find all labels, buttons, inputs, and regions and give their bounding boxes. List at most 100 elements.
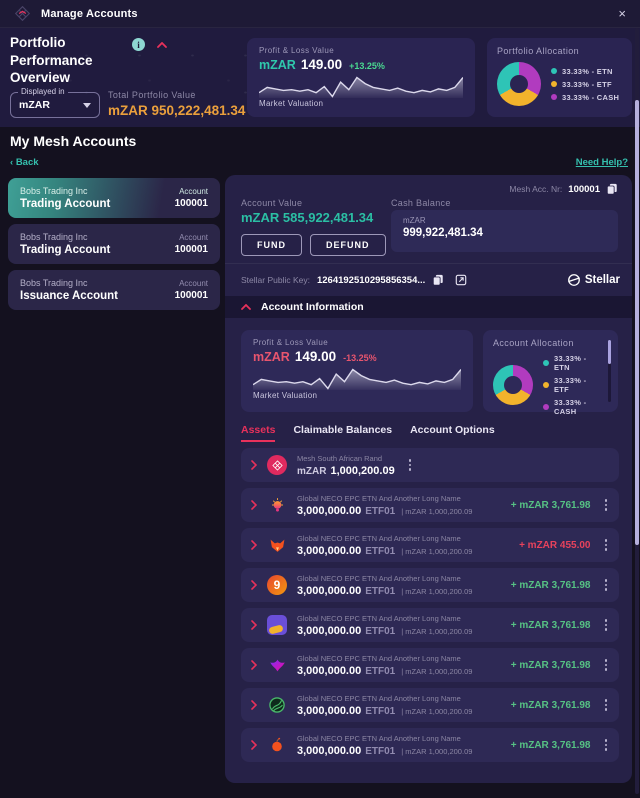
cash-balance-label: Cash Balance <box>391 198 451 208</box>
tab-account-options[interactable]: Account Options <box>410 424 495 436</box>
overview-title: Portfolio Performance Overview <box>10 35 93 86</box>
tab-assets[interactable]: Assets <box>241 424 276 442</box>
chevron-right-icon[interactable] <box>251 540 257 550</box>
legend-dot-etn <box>543 360 549 366</box>
divider <box>225 263 632 264</box>
displayed-in-value: mZAR <box>19 99 50 111</box>
account-value: mZAR 585,922,481.34 <box>241 210 374 225</box>
fund-button[interactable]: FUND <box>241 234 302 256</box>
bomb-icon <box>267 735 287 755</box>
asset-row[interactable]: Global NECO EPC ETN And Another Long Nam… <box>241 648 619 682</box>
fox-icon <box>267 535 287 555</box>
mesh-account-number: Mesh Acc. Nr: 100001 <box>509 183 618 195</box>
detail-tabs: Assets Claimable Balances Account Option… <box>241 424 495 442</box>
kebab-menu-icon[interactable] <box>407 457 414 473</box>
kebab-menu-icon[interactable] <box>603 577 610 593</box>
stellar-brand: Stellar <box>567 273 620 287</box>
modal-header: Manage Accounts × <box>0 0 640 28</box>
asset-value: + mZAR 455.00 <box>519 539 591 551</box>
asset-value: + mZAR 3,761.98 <box>510 579 591 591</box>
chevron-left-icon: ‹ <box>10 157 14 168</box>
account-allocation-donut <box>493 365 533 405</box>
portfolio-allocation-donut <box>497 62 541 106</box>
copy-icon[interactable] <box>432 274 444 286</box>
market-valuation-chart <box>259 74 463 98</box>
stellar-public-key: 1264192510295856354... <box>316 274 426 286</box>
card-scrollbar[interactable] <box>608 340 611 402</box>
kebab-menu-icon[interactable] <box>603 497 610 513</box>
chevron-right-icon[interactable] <box>251 460 257 470</box>
chevron-right-icon[interactable] <box>251 580 257 590</box>
dove-icon <box>267 655 287 675</box>
need-help-link[interactable]: Need Help? <box>575 157 628 168</box>
account-card-trading-selected[interactable]: Bobs Trading Inc Trading Account Account… <box>8 178 220 218</box>
assets-list: Mesh South African Rand mZAR 1,000,200.0… <box>241 448 619 762</box>
chevron-down-icon <box>83 102 91 108</box>
asset-row[interactable]: Global NECO EPC ETN And Another Long Nam… <box>241 488 619 522</box>
back-link[interactable]: ‹ Back <box>10 157 39 168</box>
legend-dot-cash <box>551 94 557 100</box>
collapse-chevron-up-icon <box>241 304 251 310</box>
kebab-menu-icon[interactable] <box>603 697 610 713</box>
open-external-icon[interactable] <box>455 274 467 286</box>
asset-value: + mZAR 3,761.98 <box>510 739 591 751</box>
kebab-menu-icon[interactable] <box>603 537 610 553</box>
asset-row[interactable]: Global NECO EPC ETN And Another Long Nam… <box>241 528 619 562</box>
account-card-trading[interactable]: Bobs Trading Inc Trading Account Account… <box>8 224 220 264</box>
total-portfolio-value: Total Portfolio Value mZAR 950,222,481.3… <box>108 90 246 118</box>
chevron-right-icon[interactable] <box>251 620 257 630</box>
chevron-right-icon[interactable] <box>251 500 257 510</box>
asset-value: + mZAR 3,761.98 <box>510 499 591 511</box>
tab-claimable-balances[interactable]: Claimable Balances <box>293 424 393 436</box>
asset-row[interactable]: Global NECO EPC ETN And Another Long Nam… <box>241 608 619 642</box>
stellar-public-key-row: Stellar Public Key: 1264192510295856354.… <box>241 273 620 287</box>
asset-row[interactable]: Global NECO EPC ETN And Another Long Nam… <box>241 688 619 722</box>
mesh-icon <box>267 455 287 475</box>
section-title: My Mesh Accounts <box>10 133 137 149</box>
copy-icon[interactable] <box>606 183 618 195</box>
asset-value: + mZAR 3,761.98 <box>510 699 591 711</box>
collapse-chevron-up-icon[interactable] <box>157 41 167 48</box>
lightbulb-icon <box>267 495 287 515</box>
mesh-logo-icon <box>14 5 31 22</box>
asset-row[interactable]: Global NECO EPC ETN And Another Long Nam… <box>241 728 619 762</box>
displayed-in-select[interactable]: Displayed in mZAR <box>10 87 100 118</box>
scrollbar-thumb[interactable] <box>635 100 639 545</box>
chevron-right-icon[interactable] <box>251 740 257 750</box>
chevron-right-icon[interactable] <box>251 700 257 710</box>
legend-dot-etn <box>551 68 557 74</box>
stellar-logo-icon <box>567 273 581 287</box>
asset-value: + mZAR 3,761.98 <box>510 619 591 631</box>
earth-icon <box>267 695 287 715</box>
defund-button[interactable]: DEFUND <box>310 234 386 256</box>
allocation-legend: 33.33% - ETN 33.33% - ETF 33.33% - CASH <box>551 67 619 102</box>
allocation-legend: 33.33% - ETN 33.33% - ETF 33.33% - CASH <box>543 354 600 416</box>
displayed-in-label: Displayed in <box>18 87 68 96</box>
account-value-label: Account Value <box>241 198 303 208</box>
account-card-issuance[interactable]: Bobs Trading Inc Issuance Account Accoun… <box>8 270 220 310</box>
kebab-menu-icon[interactable] <box>603 657 610 673</box>
legend-dot-etf <box>543 382 549 388</box>
info-icon[interactable]: i <box>132 38 145 51</box>
profit-loss-card: Profit & Loss Value mZAR 149.00 +13.25% … <box>247 38 475 117</box>
modal-title: Manage Accounts <box>41 7 138 20</box>
asset-row[interactable]: Mesh South African Rand mZAR 1,000,200.0… <box>241 448 619 482</box>
my-mesh-accounts-section: My Mesh Accounts ‹ Back Need Help? Bobs … <box>0 127 640 798</box>
legend-dot-cash <box>543 404 549 410</box>
account-allocation-card: Account Allocation 33.33% - ETN 33.33% -… <box>483 330 618 416</box>
account-market-valuation-chart <box>253 366 461 390</box>
app-icon <box>267 615 287 635</box>
nine-icon: 9 <box>267 575 287 595</box>
asset-value: + mZAR 3,761.98 <box>510 659 591 671</box>
asset-row[interactable]: 9 Global NECO EPC ETN And Another Long N… <box>241 568 619 602</box>
close-icon[interactable]: × <box>618 6 626 21</box>
portfolio-allocation-card: Portfolio Allocation 33.33% - ETN 33.33%… <box>487 38 632 117</box>
kebab-menu-icon[interactable] <box>603 617 610 633</box>
kebab-menu-icon[interactable] <box>603 737 610 753</box>
portfolio-overview-section: Portfolio Performance Overview i Display… <box>0 28 640 127</box>
chevron-right-icon[interactable] <box>251 660 257 670</box>
account-information-toggle[interactable]: Account Information <box>225 296 632 318</box>
cash-balance-box: mZAR 999,922,481.34 <box>391 210 618 252</box>
legend-dot-etf <box>551 81 557 87</box>
